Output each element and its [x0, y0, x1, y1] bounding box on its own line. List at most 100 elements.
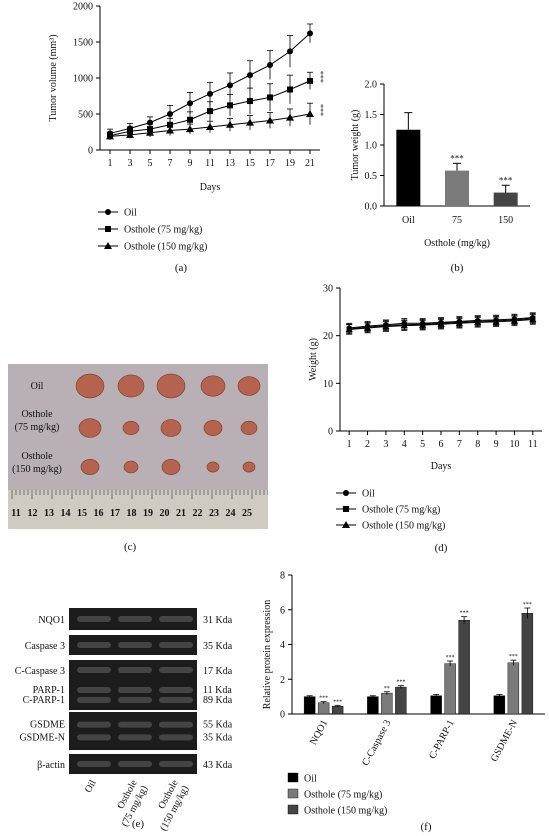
y-tick-label: 10: [323, 379, 333, 390]
legend-label: Oil: [124, 208, 137, 219]
ruler-number: 16: [94, 508, 104, 519]
tumor: [242, 461, 256, 473]
x-tick-label: 3: [128, 158, 133, 169]
ruler-number: 22: [193, 508, 203, 519]
data-point-circle: [227, 82, 233, 89]
legend-label: Osthole (75 mg/kg): [304, 790, 382, 801]
tumor-photo: 11 12 13 14 15 16 17 18 19 20 21 22 23 24 25: [8, 364, 269, 529]
tumor: [123, 460, 139, 474]
legend-marker-triangle: [342, 521, 350, 528]
data-point-triangle: [146, 128, 154, 136]
y-tick-label: 0: [328, 427, 333, 438]
y-tick-label: 1.5: [365, 110, 378, 121]
bar-Oil: [396, 129, 421, 206]
blot-row-label: NQO1: [38, 615, 65, 626]
data-point-triangle: [510, 317, 519, 324]
significance-mark: ***: [396, 680, 405, 686]
legend-marker-circle: [105, 209, 111, 215]
lane-label-line: Oil: [83, 778, 99, 795]
blot-lane-label: Osthole(75 mg/kg): [109, 778, 151, 829]
y-tick-label: 2000: [73, 2, 93, 13]
legend-marker-square: [105, 226, 111, 232]
bar-C-Caspase 3-1: [381, 692, 393, 715]
tumor: [117, 374, 145, 398]
y-tick-label: 0.5: [365, 171, 378, 182]
data-point-triangle: [266, 116, 274, 124]
photo-row-label: Oil: [10, 380, 64, 393]
legend-marker-triangle: [104, 242, 112, 249]
legend-swatch: [287, 804, 299, 815]
blot-band: [77, 616, 111, 622]
tumor: [80, 459, 100, 475]
x-tick-label: 21: [305, 158, 315, 169]
x-tick-label: C-PARP-1: [427, 718, 457, 761]
bar-C-Caspase 3-0: [367, 696, 379, 715]
x-tick-label: 11: [528, 439, 538, 450]
blot-band: [118, 667, 152, 673]
blot-band: [118, 642, 152, 648]
x-tick-label: 1: [347, 439, 352, 450]
x-axis-label: Days: [431, 461, 452, 472]
legend-label: Oil: [362, 489, 375, 500]
x-tick-label: 10: [509, 439, 519, 450]
x-axis-label: Days: [200, 182, 221, 193]
tumor-weight-chart: 0.0 0.5 1.0 1.5 2.0 Oil *** 75 *** 150 Osthole (mg…: [350, 80, 530, 274]
x-tick-label: 9: [188, 158, 193, 169]
x-tick-label: 6: [439, 439, 444, 450]
data-point-triangle: [206, 122, 214, 130]
x-tick-label: 5: [420, 439, 425, 450]
y-tick-label: 500: [78, 110, 93, 121]
legend-label: Osthole (75 mg/kg): [362, 505, 440, 516]
panel-label-a: (a): [175, 262, 188, 274]
data-point-square: [287, 86, 293, 93]
panel-label-e: (e): [132, 818, 145, 830]
blot-row-label: Caspase 3: [25, 641, 65, 652]
significance-mark: **: [384, 686, 390, 692]
blot-row-label: PARP-1: [33, 685, 65, 696]
y-tick-label: 4: [280, 640, 285, 651]
ruler-number: 11: [11, 508, 20, 519]
tumor: [203, 420, 223, 436]
y-tick-label: 6: [280, 605, 285, 616]
ruler-number: 23: [209, 508, 219, 519]
blot-kda-label: 35 Kda: [203, 641, 233, 652]
y-axis-label: Tumor weight (g): [350, 110, 361, 181]
bar-75: [445, 170, 469, 206]
x-tick-label: 3: [383, 439, 388, 450]
x-tick-label: 8: [475, 439, 480, 450]
y-tick-label: 20: [323, 331, 333, 342]
ruler: [8, 490, 268, 529]
western-blot: NQO1 31 Kda Caspase 3 35 Kda C-Caspase 3 17 K…: [15, 608, 233, 833]
x-tick-label: 17: [265, 158, 275, 169]
x-tick-label: GSDME-N: [489, 718, 520, 763]
blot-row-label: GSDME: [30, 720, 65, 731]
tumor: [160, 419, 182, 437]
significance-mark: ***: [446, 655, 455, 661]
blot-band: [159, 687, 193, 693]
legend-swatch: [287, 772, 299, 783]
significance-mark: ***: [316, 104, 325, 116]
ruler-number: 17: [110, 508, 120, 519]
row-label-dose: (150 mg/kg): [12, 464, 62, 475]
blot-band: [159, 697, 193, 703]
ruler-number: 25: [242, 508, 252, 519]
ruler-number: 18: [127, 508, 137, 519]
bar-NQO1-1: [317, 702, 330, 715]
x-tick-label: 11: [205, 158, 215, 169]
blot-band: [77, 667, 111, 673]
y-axis-label: Relative protein expression: [262, 600, 273, 709]
blot-kda-label: 43 Kda: [203, 760, 233, 771]
blot-band: [77, 642, 111, 648]
ruler-number: 24: [226, 508, 236, 519]
data-point-triangle: [186, 125, 194, 133]
blot-row-label: β-actin: [37, 760, 65, 771]
photo-row-label: Osthole (150 mg/kg): [10, 450, 64, 476]
bar-NQO1-0: [303, 696, 316, 715]
x-tick-label: 7: [168, 158, 173, 169]
y-tick-label: 2: [280, 675, 285, 686]
data-point-square: [167, 121, 173, 128]
blot-band: [118, 761, 152, 767]
significance-mark: ***: [509, 654, 518, 660]
